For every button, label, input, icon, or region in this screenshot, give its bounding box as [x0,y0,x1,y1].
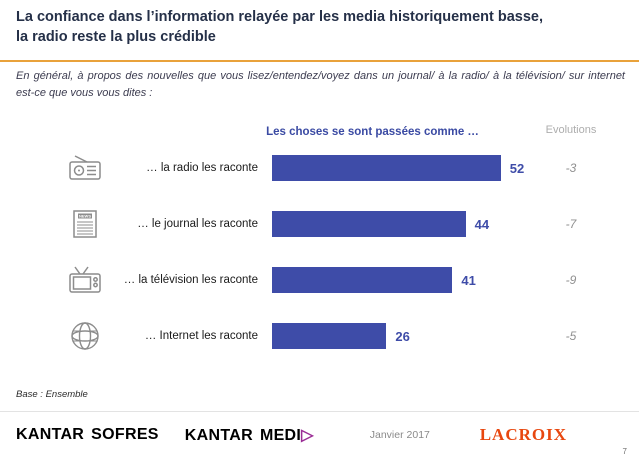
base-note: Base : Ensemble [16,389,88,400]
bar-chart: … la radio les raconte 52 -3 NEWS [0,140,639,364]
kantar-media-logo: KANTAR MEDI▷ [185,425,314,445]
category-label: … la télévision les raconte [123,274,258,286]
bar-television [272,267,453,293]
kantar-wordmark: KANTAR [184,427,253,444]
title-accent-divider [0,60,639,62]
bar-value: 41 [461,272,476,288]
bar-group: 26 [272,323,410,349]
page-number: 7 [622,447,627,456]
newspaper-icon-text: NEWS [79,213,91,218]
footer-date: Janvier 2017 [369,429,430,441]
bar-value: 44 [474,216,490,232]
sofres-wordmark: SOFRES [91,426,159,443]
internet-icon [60,320,110,352]
question-subtitle: En général, à propos des nouvelles que v… [16,70,625,99]
bar-group: 41 [272,267,476,293]
chart-row: … la télévision les raconte 41 -9 [0,252,639,308]
chart-row: … Internet les raconte 26 -5 [0,308,639,364]
bar-group: 44 [272,211,489,237]
bar-internet [272,323,387,349]
bar-value: 26 [395,328,410,344]
evolution-value: -3 [565,161,577,175]
chart-row: … la radio les raconte 52 -3 [0,140,639,196]
page-title-line-2: la radio reste la plus crédible [16,28,216,45]
kantar-sofres-logo: KANTAR SOFRES [16,426,159,444]
footer: KANTAR SOFRES KANTAR MEDI▷ Janvier 2017 LA… [16,418,623,452]
category-label: … le journal les raconte [137,218,258,230]
evolution-value: -7 [565,217,577,231]
evolutions-column-header: Evolutions [545,124,597,136]
radio-icon [60,153,110,183]
lacroix-logo: LACROIX [479,425,567,444]
chart-row: NEWS … le journal les raconte 44 -7 [0,196,639,252]
footer-divider [0,411,639,412]
category-label: … la radio les raconte [146,162,258,174]
bar-journal [272,211,466,237]
bar-value: 52 [509,160,525,176]
chart-title: Les choses se sont passées comme … [266,126,479,138]
evolution-value: -9 [565,273,577,287]
media-wordmark: MEDI [259,427,302,444]
media-triangle-glyph: ▷ [301,427,314,444]
bar-radio [272,155,501,181]
category-label: … Internet les raconte [144,330,258,342]
page-title-line-1: La confiance dans l’information relayée … [16,9,543,25]
bar-group: 52 [272,155,524,181]
kantar-wordmark: KANTAR [16,426,85,443]
tv-icon [60,265,110,295]
page-title: La confiance dans l’information relayée … [16,8,629,47]
newspaper-icon: NEWS [60,208,110,240]
evolution-value: -5 [565,329,577,343]
